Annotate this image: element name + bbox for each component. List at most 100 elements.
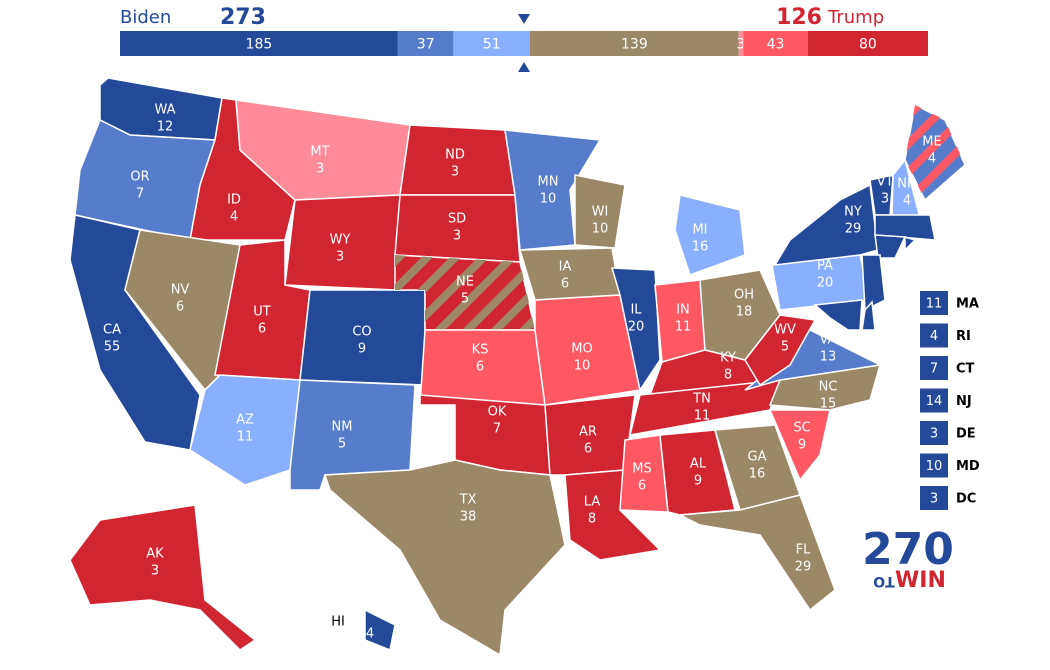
callout-box	[920, 388, 948, 413]
state-votes: 8	[724, 368, 732, 383]
state-votes: 11	[675, 320, 692, 335]
state-stripe	[395, 255, 535, 330]
threshold-marker	[518, 14, 530, 24]
state-stripe	[905, 105, 965, 200]
callout-box	[920, 323, 948, 348]
callout-abbr: DE	[956, 427, 976, 442]
callout-votes: 14	[926, 394, 943, 409]
state-votes: 6	[561, 277, 569, 292]
state-votes: 10	[574, 359, 591, 374]
state-abbr: ID	[227, 193, 241, 208]
state-abbr: HI	[331, 615, 345, 630]
state	[534, 294, 641, 406]
state-abbr: MO	[571, 342, 592, 357]
state	[674, 194, 746, 276]
state-abbr: NV	[171, 283, 190, 298]
state-votes: 5	[338, 437, 346, 452]
bar-segment	[453, 31, 531, 56]
state-abbr: KS	[472, 343, 489, 358]
state-votes: 20	[628, 320, 645, 335]
vote-bar: 185 37 51 139 3 43 80	[120, 14, 928, 72]
state-abbr: CO	[352, 325, 371, 340]
bar-label: 185	[246, 37, 273, 53]
callout-abbr: CT	[956, 362, 975, 377]
state-votes: 6	[258, 322, 266, 337]
state-abbr: OR	[130, 170, 149, 185]
state	[323, 459, 566, 657]
state	[677, 494, 836, 612]
callout-votes: 3	[930, 492, 938, 507]
bar-label: 37	[417, 37, 435, 53]
state-votes: 29	[795, 560, 812, 575]
state-votes: 4	[230, 210, 238, 225]
bar-segment	[807, 31, 928, 56]
state-votes: 9	[694, 474, 702, 489]
states: WA12OR7CA55ID4NV6MT3WY3UT6AZ11CO9NM5ND3S…	[69, 77, 966, 657]
callout-abbr: DC	[956, 492, 976, 507]
state-abbr: ME	[922, 135, 941, 150]
state-abbr: NE	[456, 275, 474, 290]
state-abbr: KY	[720, 351, 736, 366]
state-abbr: VT	[877, 175, 894, 190]
state	[768, 409, 831, 482]
callout-box	[920, 291, 948, 315]
state	[904, 235, 917, 252]
state-votes: 29	[845, 222, 862, 237]
state-votes: 15	[820, 397, 837, 412]
state	[874, 214, 936, 241]
state-abbr: CA	[103, 323, 121, 338]
state-votes: 3	[451, 165, 459, 180]
state-abbr: GA	[748, 450, 767, 465]
dem-total: 273	[220, 5, 266, 30]
state	[744, 314, 817, 387]
state-votes: 6	[584, 442, 592, 457]
state-votes: 5	[461, 292, 469, 307]
bar-label: 43	[767, 37, 785, 53]
state-abbr: ND	[445, 148, 465, 163]
callout-votes: 11	[926, 297, 943, 312]
state-votes: 12	[157, 120, 174, 135]
state-abbr: NM	[332, 420, 353, 435]
state-abbr: AZ	[236, 413, 254, 428]
state	[364, 608, 396, 652]
state-votes: 7	[493, 422, 501, 437]
callout-box	[920, 486, 948, 510]
state-votes: 8	[588, 512, 596, 527]
bar-label: 3	[737, 37, 746, 53]
state-votes: 6	[638, 479, 646, 494]
callout-box	[920, 453, 948, 478]
callout-box	[920, 421, 948, 445]
state-votes: 3	[336, 250, 344, 265]
callout-abbr: MD	[956, 459, 980, 474]
state-abbr: LA	[584, 495, 601, 510]
callout-votes: 3	[930, 427, 938, 442]
state-abbr: WV	[774, 323, 796, 338]
state	[813, 299, 863, 331]
logo-number: 270	[862, 524, 954, 575]
state-abbr: MT	[310, 145, 329, 160]
state-votes: 3	[316, 162, 324, 177]
state-abbr: MN	[538, 175, 559, 190]
state-abbr: VA	[820, 333, 837, 348]
state-votes: 16	[749, 467, 766, 482]
state-abbr: TX	[459, 493, 477, 508]
callout-abbr: NJ	[956, 394, 972, 409]
callout-votes: 10	[926, 459, 943, 474]
threshold-marker	[518, 62, 530, 72]
state-abbr: FL	[796, 543, 811, 558]
state-votes: 4	[928, 152, 936, 167]
state-votes: 6	[476, 360, 484, 375]
state-votes: 10	[592, 222, 609, 237]
state-votes: 16	[692, 240, 709, 255]
state-abbr: MS	[632, 462, 651, 477]
state-abbr: AL	[690, 457, 707, 472]
state-votes: 18	[736, 305, 753, 320]
bar-segment	[397, 31, 454, 56]
dem-name: Biden	[120, 7, 171, 28]
state-abbr: IN	[676, 303, 690, 318]
state-votes: 13	[820, 350, 837, 365]
logo-to: TO	[873, 573, 895, 589]
state-abbr: OK	[488, 405, 507, 420]
state-abbr: AR	[579, 425, 597, 440]
state-votes: 4	[903, 194, 911, 209]
